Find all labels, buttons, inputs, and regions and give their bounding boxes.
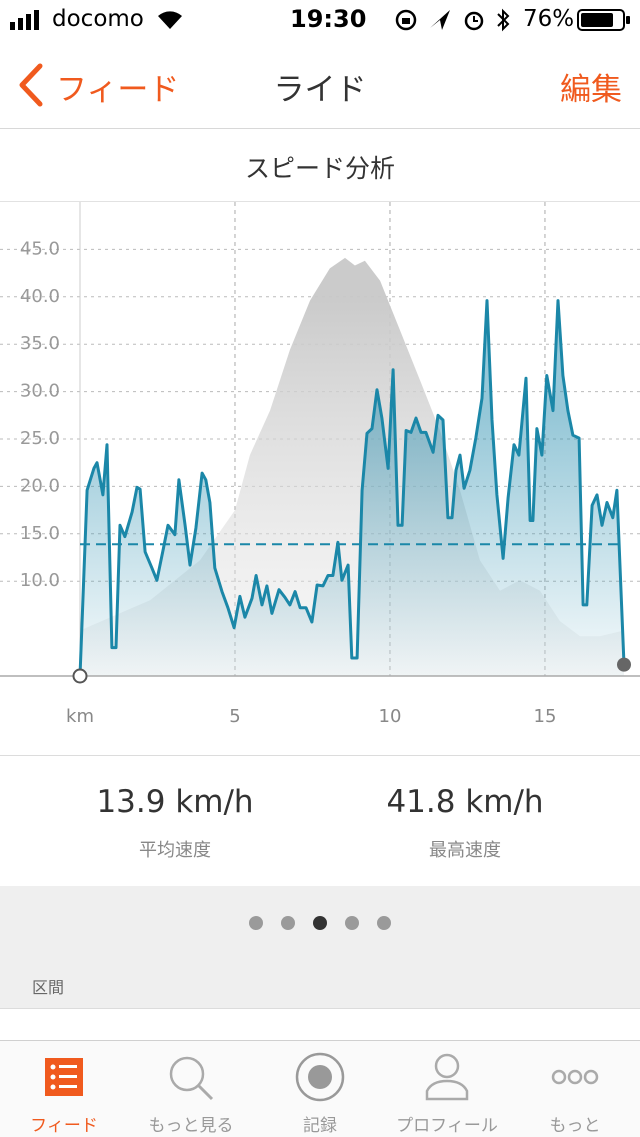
y-tick-label: 30.0 (20, 381, 60, 402)
battery-icon (577, 9, 630, 31)
y-tick-label: 35.0 (20, 333, 60, 354)
signal-icon (10, 10, 39, 30)
status-icons (395, 8, 510, 32)
y-tick-label: 15.0 (20, 523, 60, 544)
tab-bar: フィード もっと見る 記録 プロフィール もっと (0, 1040, 640, 1137)
speed-chart: 10.0 15.0 20.0 25.0 30.0 35.0 40.0 45.0 5 10 15 km (0, 202, 640, 727)
x-tick-label: 5 (229, 706, 240, 727)
tab-label[interactable]: もっと (549, 1116, 601, 1136)
x-axis-label: km (66, 706, 94, 727)
y-tick-label: 20.0 (20, 475, 60, 496)
tab-label[interactable]: もっと見る (148, 1116, 234, 1136)
x-tick-label: 15 (534, 706, 557, 727)
section-title-bar: スピード分析 (0, 129, 640, 202)
tab-icons (45, 1052, 599, 1102)
y-tick-label: 10.0 (20, 570, 60, 591)
edit-button[interactable]: 編集 (560, 72, 622, 108)
stat-label: 最高速度 (429, 840, 501, 861)
back-chevron[interactable] (14, 62, 48, 108)
time: 19:30 (290, 5, 367, 33)
nav-title: ライド (273, 72, 367, 108)
stat-value: 41.8 km/h (386, 784, 544, 820)
y-tick-label: 45.0 (20, 238, 60, 259)
back-button[interactable]: フィード (56, 72, 180, 108)
speed-line (78, 299, 626, 677)
y-tick-label: 25.0 (20, 428, 60, 449)
speed-area (80, 300, 624, 676)
x-tick-label: 10 (379, 706, 402, 727)
carrier: docomo (52, 6, 144, 32)
page-dots[interactable] (0, 886, 640, 966)
section-title: スピード分析 (244, 154, 395, 183)
wifi-icon (158, 11, 182, 29)
start-point (72, 668, 88, 684)
status-bar: docomo 19:30 76% (0, 0, 640, 40)
y-tick-label: 40.0 (20, 286, 60, 307)
stat-value: 13.9 km/h (96, 784, 254, 820)
section-area: 区間 (0, 886, 640, 1009)
section-header: 区間 (32, 978, 65, 997)
stat-label: 平均速度 (139, 840, 211, 861)
battery-percent: 76% (523, 6, 575, 32)
tab-label[interactable]: プロフィール (396, 1116, 498, 1136)
nav-bar: フィード ライド 編集 (0, 40, 640, 129)
end-point (617, 657, 631, 672)
divider (0, 755, 640, 756)
tab-label[interactable]: 記録 (303, 1116, 337, 1136)
tab-label[interactable]: フィード (30, 1116, 98, 1136)
